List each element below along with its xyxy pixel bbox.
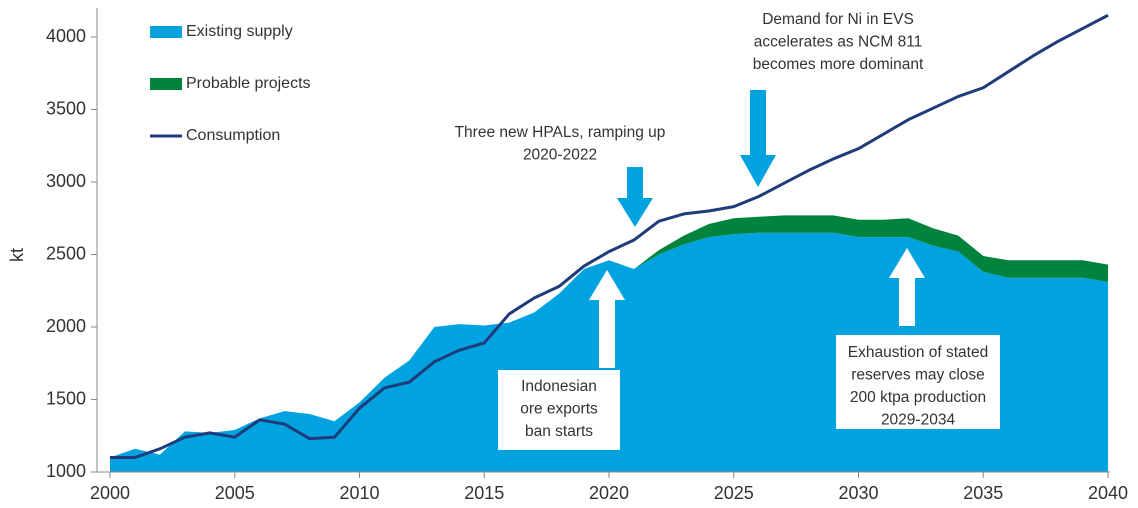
legend-label: Probable projects [186, 75, 311, 92]
annotation-box [836, 335, 1000, 429]
annotation: 200 ktpa production [850, 389, 986, 406]
y-tick-label: 3000 [46, 171, 86, 191]
y-tick-label: 1500 [46, 388, 86, 408]
y-tick-label: 3500 [46, 98, 86, 118]
annotation: accelerates as NCM 811 [754, 34, 923, 51]
arrow [740, 90, 776, 187]
legend-label: Consumption [186, 127, 280, 144]
x-tick-label: 2010 [339, 483, 379, 503]
arrow [617, 167, 653, 227]
y-axis-label: kt [7, 248, 27, 262]
annotation: 2020-2022 [523, 147, 597, 164]
annotation: becomes more dominant [753, 56, 924, 73]
legend-swatch [150, 26, 182, 38]
annotation: Demand for Ni in EVS [762, 11, 914, 28]
x-tick-label: 2040 [1088, 483, 1128, 503]
x-tick-label: 2020 [589, 483, 629, 503]
y-tick-label: 4000 [46, 26, 86, 46]
y-tick-label: 2500 [46, 243, 86, 263]
y-tick-label: 1000 [46, 461, 86, 481]
annotation-box [498, 370, 620, 450]
x-tick-label: 2030 [838, 483, 878, 503]
arrow [889, 248, 925, 326]
arrow [589, 270, 625, 368]
legend-swatch [150, 78, 182, 90]
annotation: Exhaustion of stated [848, 344, 988, 361]
x-tick-label: 2035 [963, 483, 1003, 503]
legend-label: Existing supply [186, 23, 293, 40]
x-tick-label: 2025 [714, 483, 754, 503]
line [110, 13, 1109, 459]
annotation: Indonesian [521, 378, 597, 395]
y-tick-label: 2000 [46, 316, 86, 336]
x-tick-label: 2015 [464, 483, 504, 503]
annotation: Three new HPALs, ramping up [455, 124, 666, 141]
annotation: ban starts [525, 423, 593, 440]
x-tick-label: 2005 [215, 483, 255, 503]
x-tick-label: 2000 [90, 483, 130, 503]
annotation: ore exports [520, 401, 598, 418]
annotation: reserves may close [851, 367, 985, 384]
annotation: 2029-2034 [881, 412, 956, 429]
